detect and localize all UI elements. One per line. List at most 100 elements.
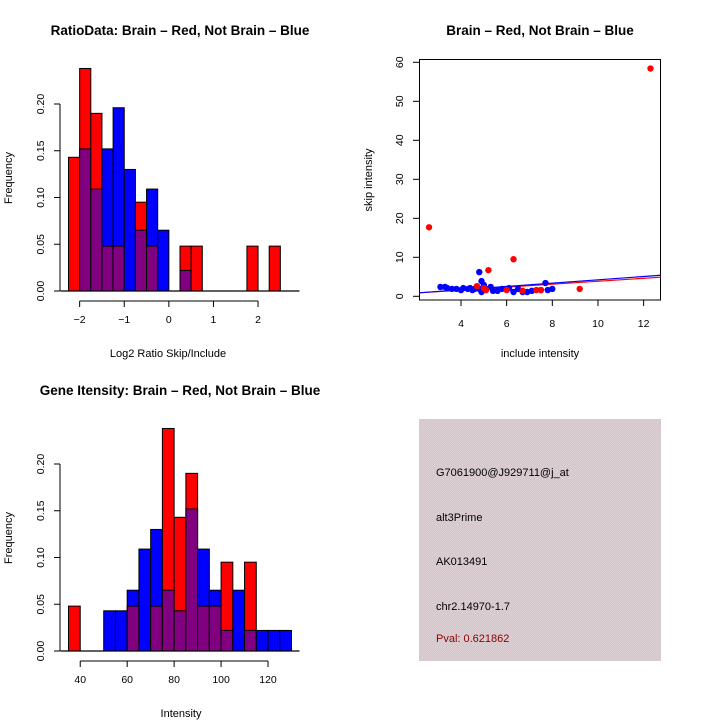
scatter-ytick-label: 30 (394, 173, 406, 185)
gene-hist-bar-overlap (150, 605, 163, 652)
gene-hist-bar-overlap (185, 508, 199, 652)
ratio-hist-bar-overlap (79, 148, 92, 292)
intensity-scatter-title: Brain – Red, Not Brain – Blue (446, 23, 634, 38)
scatter-point-brain (533, 286, 540, 294)
gene-intensity-histogram-xlabel: Intensity (161, 708, 202, 720)
scatter-xtick-label: 12 (638, 318, 650, 330)
gene-hist-xtick-label: 100 (212, 674, 230, 686)
intensity-scatter-ylabel: skip intensity (363, 148, 375, 211)
scatter-ytick-label: 20 (394, 212, 406, 224)
ratio-hist-ytick-label: 0.20 (35, 94, 47, 115)
scatter-point-brain (480, 284, 488, 292)
intensity-scatter-xlabel: include intensity (501, 348, 580, 360)
gene-hist-ytick-label: 0.10 (35, 547, 47, 568)
ratio-hist-ytick-label: 0.00 (35, 281, 47, 302)
scatter-point-brain (425, 224, 433, 231)
ratio-hist-bar-not-brain (123, 168, 136, 292)
gene-hist-bar-brain (68, 605, 81, 652)
ratio-hist-xtick-label: 0 (166, 314, 172, 326)
location-text: chr2.14970-1.7 (436, 601, 510, 613)
gene-hist-bar-not-brain (279, 629, 292, 652)
ratio-histogram-panel: RatioData: Brain – Red, Not Brain – Blue… (3, 23, 310, 360)
gene-intensity-histogram-title: Gene Itensity: Brain – Red, Not Brain – … (40, 383, 321, 398)
gene-intensity-histogram-axes: 0.00 0.05 0.10 0.15 0.20 40 60 80 100 120 (35, 454, 300, 686)
ratio-hist-bar-brain (268, 245, 281, 292)
scatter-point-brain (519, 287, 526, 295)
pval-text: Pval: 0.621862 (436, 633, 509, 645)
ratio-histogram-title: RatioData: Brain – Red, Not Brain – Blue (51, 23, 310, 38)
scatter-point-brain (576, 285, 583, 293)
scatter-point-brain (537, 286, 545, 294)
gene-hist-bar-not-brain (255, 629, 269, 652)
gene-hist-bar-overlap (161, 589, 175, 652)
gene-hist-bar-overlap (220, 629, 234, 652)
ratio-hist-bar-brain (68, 156, 81, 292)
gene-hist-bar-not-brain (103, 610, 116, 652)
intensity-scatter-axes: 0 10 20 30 40 50 60 4 6 8 10 12 (394, 56, 650, 330)
scatter-point-brain (510, 256, 517, 263)
gene-hist-ytick-label: 0.20 (35, 454, 47, 475)
ratio-hist-bar-overlap (101, 245, 114, 292)
scatter-point-brain (647, 65, 654, 72)
ratio-hist-bar-brain (246, 245, 259, 292)
ratio-hist-bar-overlap (179, 269, 192, 292)
ratio-hist-bar-brain (190, 245, 203, 292)
scatter-point-not-brain (489, 287, 497, 295)
ratio-hist-xtick-label: −2 (74, 314, 86, 326)
scatter-point-not-brain (549, 285, 556, 293)
gene-hist-ytick-label: 0.05 (35, 594, 47, 615)
scatter-xtick-label: 8 (549, 318, 555, 330)
gene-hist-ytick-label: 0.00 (35, 641, 47, 662)
scatter-point-not-brain (476, 268, 483, 276)
scatter-xtick-label: 6 (504, 318, 510, 330)
gene-hist-xtick-label: 40 (74, 674, 86, 686)
scatter-ytick-label: 40 (394, 134, 406, 146)
gene-intensity-histogram-panel: Gene Itensity: Brain – Red, Not Brain – … (3, 383, 321, 720)
scatter-ytick-label: 50 (394, 95, 406, 107)
intensity-scatter-points (425, 65, 654, 296)
gene-intensity-histogram-bars (68, 427, 292, 652)
scatter-point-brain (503, 286, 510, 294)
ratio-hist-ytick-label: 0.15 (35, 140, 47, 161)
gene-hist-bar-overlap (197, 605, 210, 652)
info-panel-background (419, 419, 661, 661)
gene-hist-ytick-label: 0.15 (35, 500, 47, 521)
scatter-ytick-label: 0 (394, 293, 406, 299)
gene-hist-bar-overlap (126, 605, 140, 652)
info-panel: G7061900@J929711@j_at alt3Prime AK013491… (419, 419, 661, 661)
probe-id-text: G7061900@J929711@j_at (436, 467, 569, 479)
ratio-hist-bar-overlap (112, 245, 125, 292)
gene-hist-xtick-label: 80 (168, 674, 180, 686)
gene-hist-xtick-label: 120 (259, 674, 277, 686)
ratio-hist-bar-overlap (90, 188, 103, 292)
intensity-scatter-plot-box (419, 59, 661, 301)
scatter-ytick-label: 10 (394, 251, 406, 263)
ratio-hist-ytick-label: 0.05 (35, 234, 47, 255)
gene-hist-bar-not-brain (267, 629, 281, 652)
scatter-xtick-label: 10 (592, 318, 604, 330)
ratio-hist-xtick-label: 2 (255, 314, 261, 326)
gene-hist-bar-not-brain (138, 548, 152, 652)
ratio-hist-bar-overlap (146, 245, 159, 292)
ratio-histogram-xlabel: Log2 Ratio Skip/Include (110, 348, 226, 360)
gene-hist-bar-not-brain (114, 610, 128, 652)
ratio-hist-ytick-label: 0.10 (35, 187, 47, 208)
gene-hist-bar-overlap (208, 605, 222, 652)
gene-hist-xtick-label: 60 (121, 674, 133, 686)
accession-text: AK013491 (436, 556, 487, 568)
ratio-histogram-ylabel: Frequency (3, 152, 15, 204)
intensity-scatter-panel: Brain – Red, Not Brain – Blue 0 10 20 30 40 5… (363, 23, 661, 360)
scatter-point-brain (473, 282, 481, 290)
gene-intensity-histogram-ylabel: Frequency (3, 512, 15, 564)
ratio-hist-xtick-label: 1 (211, 314, 217, 326)
scatter-point-brain (485, 266, 492, 274)
gene-hist-bar-overlap (173, 610, 187, 652)
ratio-hist-bar-not-brain (157, 229, 170, 292)
scatter-point-not-brain (437, 283, 444, 291)
gene-hist-bar-not-brain (232, 589, 246, 652)
ratio-hist-bar-overlap (134, 229, 148, 292)
scatter-point-not-brain (542, 279, 549, 287)
scatter-point-not-brain (448, 285, 456, 293)
event-type-text: alt3Prime (436, 512, 482, 524)
gene-hist-bar-overlap (244, 629, 257, 652)
